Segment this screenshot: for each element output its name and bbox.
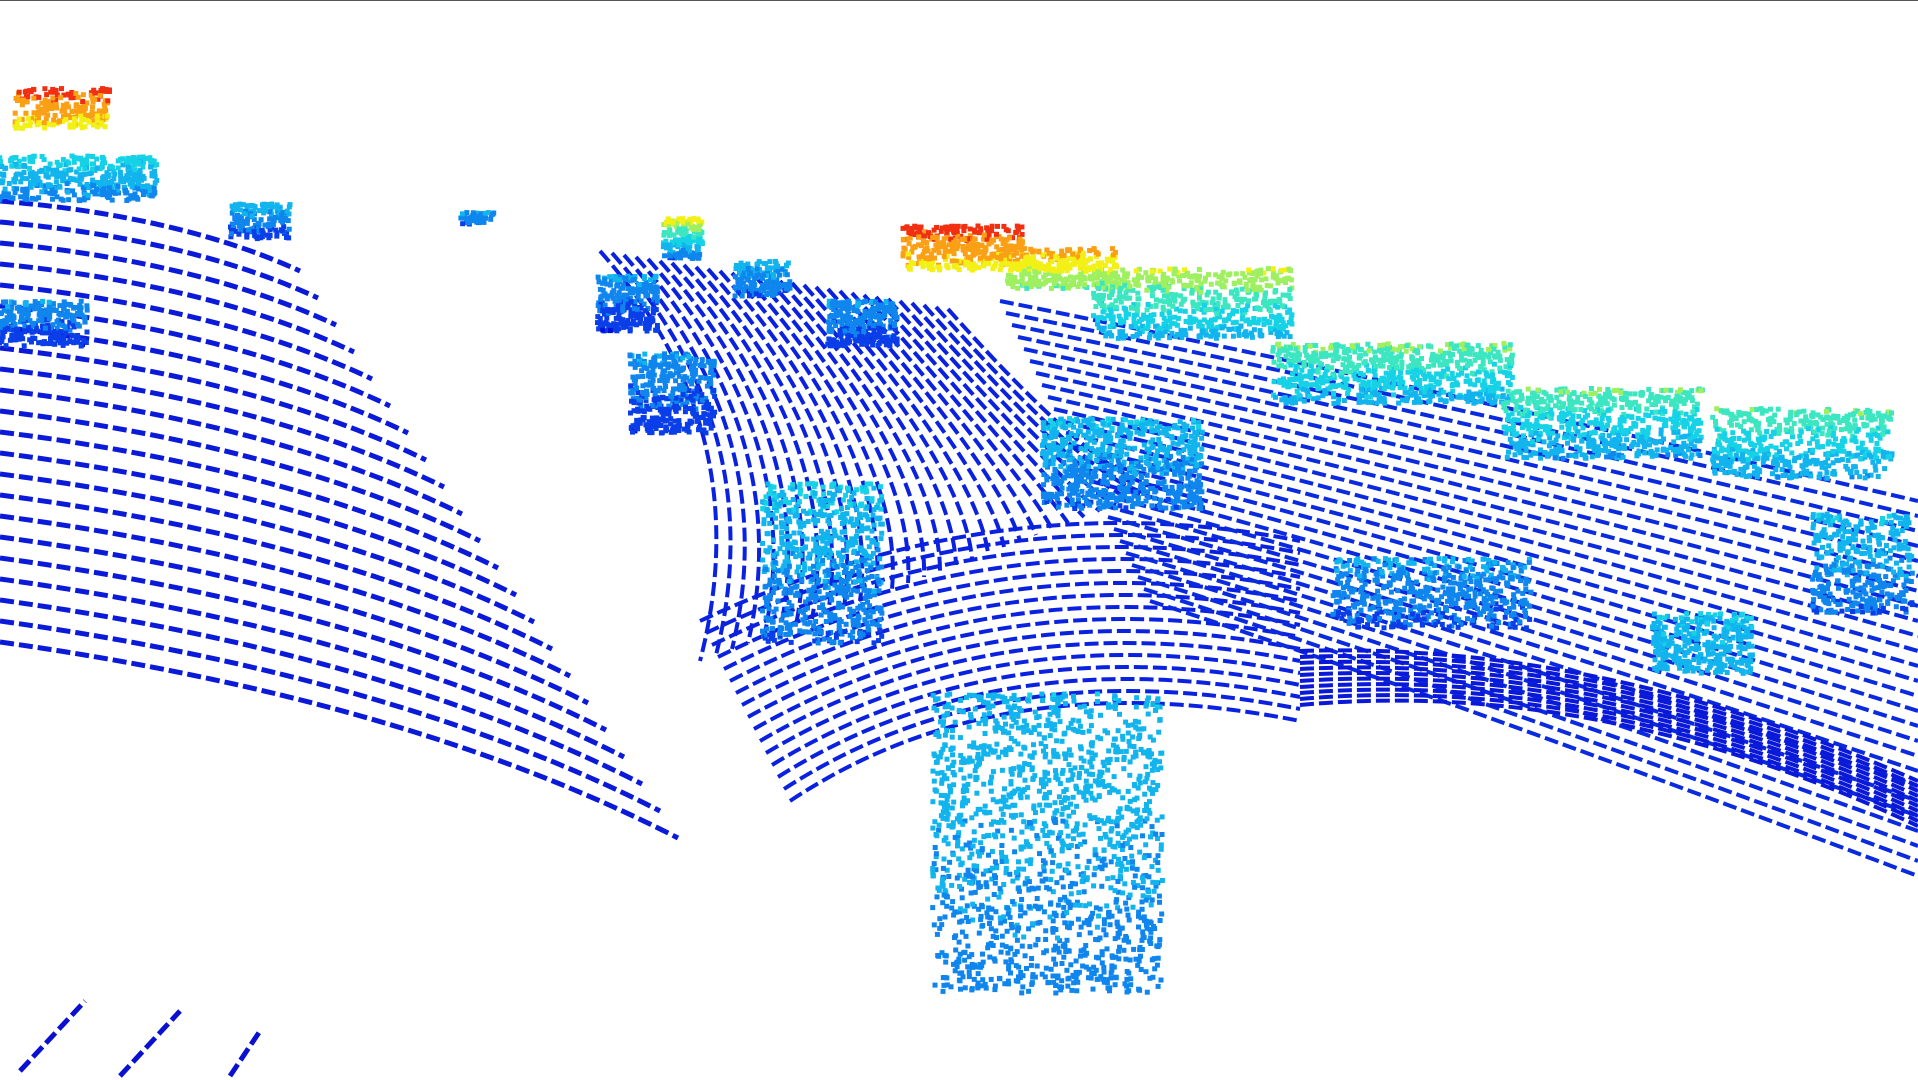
boundary-scan-line	[1299, 687, 1918, 818]
object-point-cluster	[458, 210, 497, 227]
road-scan-arc	[782, 689, 1301, 791]
ground-scan-line	[0, 450, 518, 598]
object-point-cluster	[1330, 556, 1534, 631]
boundary-scan-line	[1299, 682, 1918, 813]
road-scan-arc	[610, 251, 733, 656]
ground-scan-line	[0, 513, 572, 679]
road-scan-arc	[934, 305, 1149, 495]
ground-scan-line	[0, 219, 320, 301]
boundary-scan-line	[1299, 693, 1918, 823]
road-scan-arc	[776, 677, 1301, 779]
boundary-scan-line	[1299, 698, 1918, 828]
road-scan-arc	[730, 271, 880, 596]
ground-scan-line	[0, 492, 554, 652]
ground-scan-line	[0, 387, 464, 517]
ground-scan-line	[0, 597, 644, 787]
object-point-cluster	[1270, 341, 1515, 406]
object-point-cluster	[1710, 406, 1895, 481]
ground-scan-line	[0, 408, 482, 544]
object-point-cluster	[900, 223, 1025, 273]
road-scan-arc	[699, 521, 1301, 623]
sidewalk-scan-line	[1029, 359, 1918, 578]
road-scan-arc	[711, 545, 1301, 647]
object-point-cluster	[228, 201, 293, 242]
ground-scan-line	[0, 240, 338, 328]
sidewalk-scan-line	[1143, 587, 1918, 863]
road-scan-arc	[758, 641, 1301, 743]
scene-objects	[0, 86, 1915, 996]
boundary-scan-line	[1299, 648, 1918, 783]
boundary-scan-line	[1299, 676, 1918, 808]
object-point-cluster	[1040, 416, 1205, 511]
ground-scan-line	[0, 618, 662, 814]
object-point-cluster	[595, 273, 660, 334]
viewport-top-border	[0, 0, 1918, 1]
ground-scan-line	[0, 261, 356, 355]
ground-scan-line	[0, 198, 302, 274]
object-point-cluster	[1650, 611, 1755, 676]
boundary-scan-line	[1299, 654, 1918, 788]
object-point-cluster	[930, 691, 1165, 996]
ground-scan-line	[0, 345, 428, 463]
sidewalk-scan-line	[1125, 551, 1918, 818]
ground-scan-line	[0, 639, 680, 841]
ground-scan-lines	[0, 198, 1918, 1078]
sidewalk-scan-line	[1017, 335, 1918, 548]
object-point-cluster	[660, 216, 705, 261]
road-scan-arc	[705, 533, 1301, 635]
road-scan-arc	[764, 653, 1301, 755]
ground-scan-line	[0, 471, 536, 625]
ground-scan-line	[0, 282, 374, 382]
near-scan-streak	[227, 1029, 263, 1078]
ground-scan-line	[0, 429, 500, 571]
boundary-scan-line	[1299, 671, 1918, 803]
boundary-scan-line	[1299, 665, 1918, 798]
road-scan-arc	[753, 629, 1301, 731]
road-scan-arc	[646, 257, 776, 638]
sidewalk-scan-line	[1023, 347, 1918, 563]
near-scan-streak	[118, 1009, 182, 1078]
road-scan-arc	[862, 293, 1054, 530]
sidewalk-scan-line	[1149, 599, 1918, 878]
sidewalk-scan-line	[1041, 383, 1918, 608]
sidewalk-scan-line	[1071, 443, 1918, 683]
object-point-cluster	[732, 258, 793, 299]
road-scan-arc	[741, 605, 1301, 707]
boundary-scan-line	[1299, 659, 1918, 793]
near-scan-streak	[18, 999, 87, 1073]
object-point-cluster	[1810, 511, 1915, 616]
sidewalk-scan-line	[1011, 323, 1918, 533]
ground-scan-line	[0, 366, 446, 490]
ground-scan-line	[0, 555, 608, 733]
road-scan-arc	[622, 253, 747, 650]
sidewalk-scan-line	[1053, 407, 1918, 638]
ground-scan-line	[0, 576, 626, 760]
ground-scan-line	[0, 534, 590, 706]
road-scan-arc	[770, 665, 1301, 767]
object-point-cluster	[1090, 266, 1295, 341]
object-point-cluster	[0, 298, 90, 349]
object-point-cluster	[627, 351, 718, 436]
object-point-cluster	[1500, 386, 1705, 461]
road-scan-arc	[694, 265, 835, 614]
object-point-cluster	[825, 298, 900, 349]
object-point-cluster	[760, 481, 885, 646]
road-scan-arc	[729, 581, 1301, 683]
road-scan-arc	[634, 255, 762, 644]
object-point-cluster	[0, 153, 160, 204]
object-point-cluster	[1005, 246, 1120, 291]
object-point-cluster	[12, 86, 112, 131]
road-scan-arc	[742, 273, 895, 590]
sidewalk-scan-line	[1077, 455, 1918, 698]
